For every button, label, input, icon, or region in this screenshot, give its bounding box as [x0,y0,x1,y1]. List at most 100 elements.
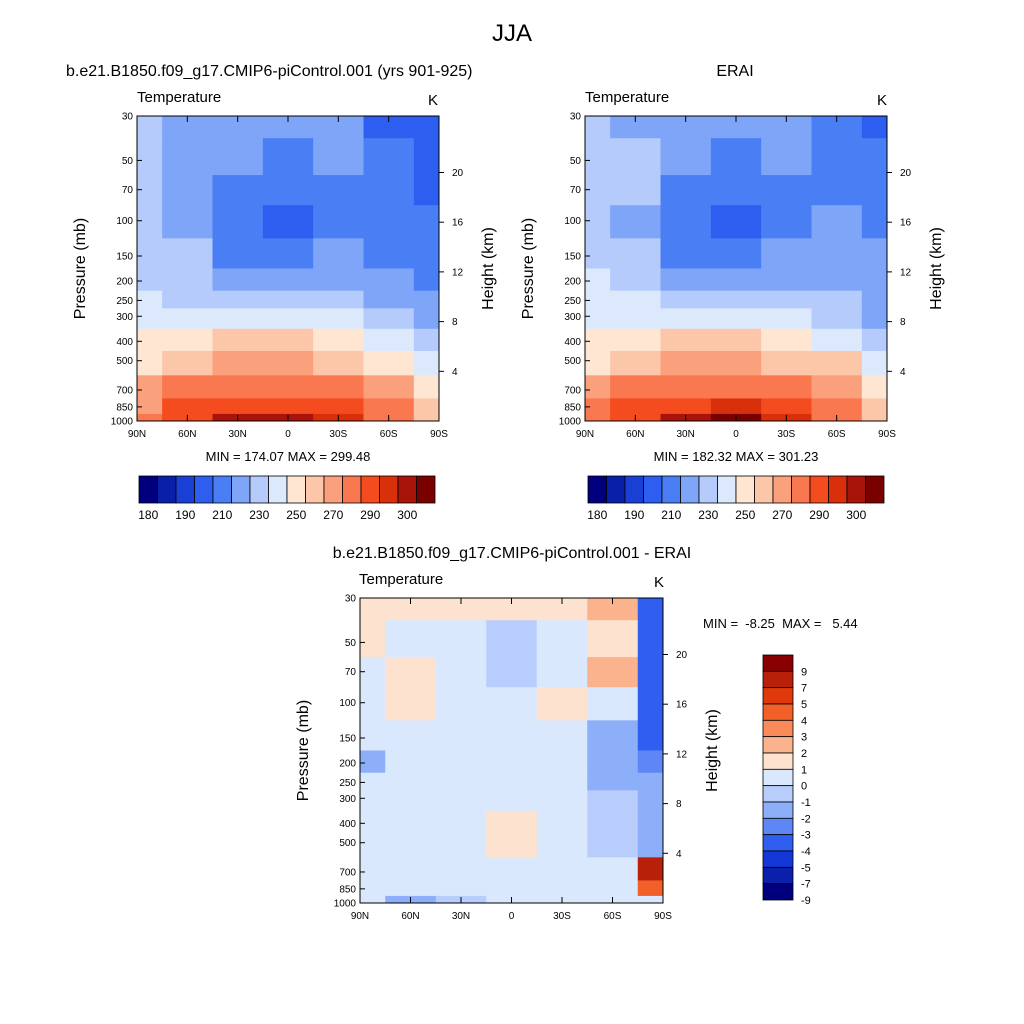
heatmap-cell [212,238,264,269]
colorbar-swatch [762,752,794,770]
colorbar-swatch [762,817,794,836]
x-tick-label: 60S [604,911,622,922]
heatmap-cell [637,790,664,812]
height-tick-label: 20 [676,650,688,661]
y-tick-label: 400 [564,337,581,348]
y-tick-label: 250 [564,296,581,307]
colorbar-label: 290 [360,508,380,522]
heatmap-cell [536,833,588,858]
heatmap-cell [360,895,386,904]
heatmap-cell [435,657,487,688]
y-tick-label: 50 [570,156,582,167]
heatmap-cell [162,238,213,269]
heatmap-cell [610,205,661,239]
y-tick-label: 70 [345,667,357,678]
heatmap-cell [610,138,661,176]
colorbar-label: 7 [801,683,807,695]
heatmap-cell [137,375,163,399]
heatmap-cell [385,750,437,774]
heatmap-cell [385,720,437,751]
heatmap-cell [587,833,639,858]
heatmap-cell [660,238,712,269]
y-tick-label: 300 [339,794,356,805]
heatmap-cell [610,308,661,330]
x-tick-label: 30S [329,429,347,440]
heatmap-cell [137,175,163,206]
y-tick-label: 1000 [111,417,134,428]
heatmap-cell [435,810,487,834]
y-tick-label: 700 [564,385,581,396]
heatmap-cell [363,398,415,415]
heatmap-cell [486,750,538,774]
heatmap-cell [435,790,487,812]
height-tick-label: 16 [676,700,688,711]
height-tick-label: 4 [900,367,906,378]
y-axis-label: Pressure (mb) [520,218,537,319]
heatmap-cell [360,620,386,658]
heatmap-cell [637,772,664,791]
heatmap-cell [435,833,487,858]
heatmap-cell [363,138,415,176]
heatmap-cell [610,328,661,352]
y-tick-label: 200 [116,277,133,288]
heatmap-cell [363,205,415,239]
heatmap-cell [385,620,437,658]
heatmap-cell [360,720,386,751]
colorbar-label: -1 [801,797,811,809]
heatmap-cell [637,750,664,774]
panel-2-variable-label: Temperature [585,89,670,106]
colorbar-swatch [762,785,794,803]
y-tick-label: 850 [564,402,581,413]
heatmap-cell [137,351,163,376]
colorbar-label: 9 [801,666,807,678]
heatmap-cell [610,351,661,376]
heatmap-cell [587,790,639,812]
colorbar-swatch [643,475,663,504]
x-tick-label: 90S [878,429,896,440]
height-tick-label: 16 [452,218,464,229]
colorbar-swatch [379,475,399,504]
heatmap-cell [710,351,762,376]
heatmap-cell [811,328,863,352]
y-tick-label: 500 [339,838,356,849]
colorbar-swatch [305,475,325,504]
heatmap-cell [536,790,588,812]
colorbar-swatch [791,475,811,504]
heatmap-cell [313,375,364,399]
y-tick-label: 30 [345,594,357,605]
heatmap-cell [162,116,213,139]
colorbar-swatch [762,687,794,705]
heatmap-cell [861,175,888,206]
heatmap-cell [811,351,863,376]
y-tick-label: 500 [116,356,133,367]
heatmap-cell [435,772,487,791]
colorbar-swatch [762,670,794,689]
heatmap-cell [363,116,415,139]
heatmap-cell [861,351,888,376]
heatmap-cell [585,238,611,269]
colorbar-label: 270 [772,508,792,522]
heatmap-cell [637,857,664,881]
heatmap-cell [861,205,888,239]
heatmap-cell [413,413,440,422]
colorbar-label: 270 [323,508,343,522]
heatmap-cell [861,398,888,415]
heatmap-cell [761,116,812,139]
heatmap-cell [536,598,588,621]
colorbar-label: 300 [846,508,866,522]
heatmap-cell [413,205,440,239]
heatmap-cell [212,175,264,206]
heatmap-cell [262,138,314,176]
heatmap-cell [360,833,386,858]
y-tick-label: 850 [339,884,356,895]
x-tick-label: 30N [452,911,470,922]
y-tick-label: 70 [122,185,134,196]
heatmap-cell [363,308,415,330]
heatmap-cell [587,750,639,774]
heatmap-cell [660,268,712,292]
heatmap-cell [811,205,863,239]
heatmap-cell [137,238,163,269]
heatmap-cell [761,175,812,206]
heatmap-cell [486,857,538,881]
heatmap-cell [761,290,812,309]
